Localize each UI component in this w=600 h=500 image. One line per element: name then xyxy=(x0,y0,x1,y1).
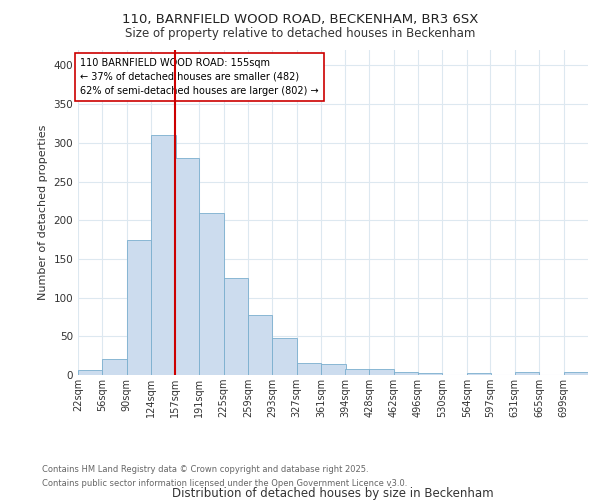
X-axis label: Distribution of detached houses by size in Beckenham: Distribution of detached houses by size … xyxy=(172,486,494,500)
Text: Contains public sector information licensed under the Open Government Licence v3: Contains public sector information licen… xyxy=(42,479,407,488)
Text: Size of property relative to detached houses in Beckenham: Size of property relative to detached ho… xyxy=(125,28,475,40)
Bar xyxy=(467,372,491,375)
Bar xyxy=(369,369,394,375)
Bar xyxy=(563,372,588,375)
Bar xyxy=(151,135,176,375)
Bar xyxy=(321,364,346,375)
Y-axis label: Number of detached properties: Number of detached properties xyxy=(38,125,48,300)
Text: 110, BARNFIELD WOOD ROAD, BECKENHAM, BR3 6SX: 110, BARNFIELD WOOD ROAD, BECKENHAM, BR3… xyxy=(122,12,478,26)
Bar xyxy=(127,240,151,375)
Bar xyxy=(418,374,442,375)
Bar xyxy=(248,314,272,375)
Bar xyxy=(515,372,539,375)
Bar xyxy=(297,364,321,375)
Bar xyxy=(175,158,199,375)
Bar xyxy=(224,278,248,375)
Bar xyxy=(394,372,418,375)
Bar xyxy=(345,369,369,375)
Bar xyxy=(199,212,224,375)
Text: Contains HM Land Registry data © Crown copyright and database right 2025.: Contains HM Land Registry data © Crown c… xyxy=(42,466,368,474)
Text: 110 BARNFIELD WOOD ROAD: 155sqm
← 37% of detached houses are smaller (482)
62% o: 110 BARNFIELD WOOD ROAD: 155sqm ← 37% of… xyxy=(80,58,319,96)
Bar xyxy=(272,338,297,375)
Bar xyxy=(103,359,127,375)
Bar xyxy=(78,370,103,375)
